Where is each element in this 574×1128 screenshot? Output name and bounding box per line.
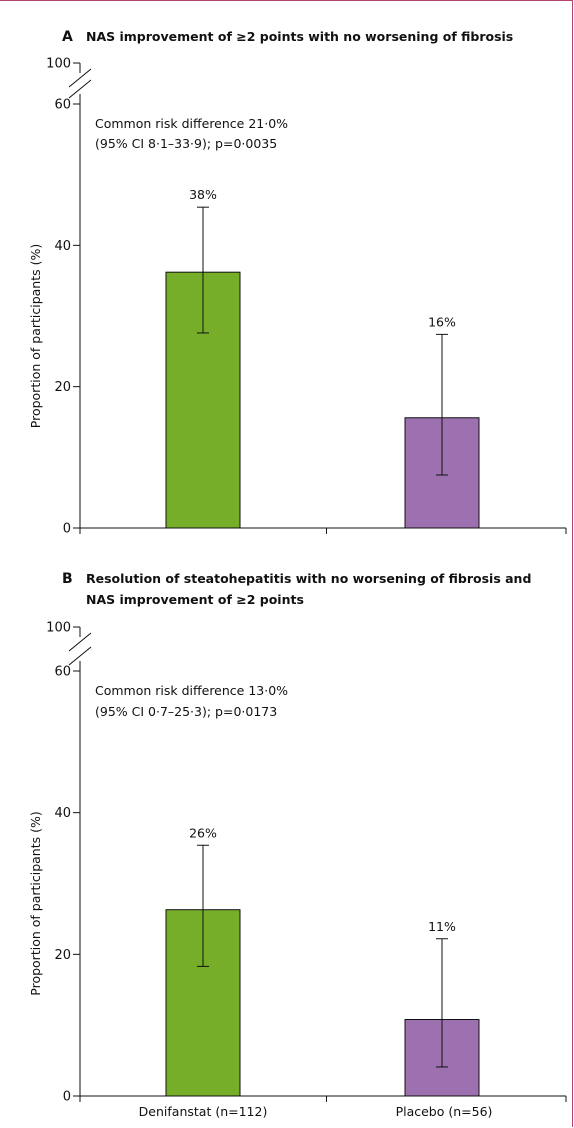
y-tick-label: 60	[54, 98, 71, 113]
axis-break-mark	[68, 79, 92, 99]
y-tick-label: 0	[63, 1090, 71, 1105]
panel-title-line: NAS improvement of ≥2 points	[86, 592, 304, 607]
y-tick-label: 100	[46, 57, 71, 72]
y-tick-label: 100	[46, 621, 71, 636]
y-tick-label: 0	[63, 522, 71, 537]
y-axis-label: Proportion of participants (%)	[28, 244, 43, 428]
y-tick-label: 40	[54, 239, 71, 254]
category-label: Denifanstat (n=112)	[139, 1104, 268, 1119]
panel-title-line: Resolution of steatohepatitis with no wo…	[86, 571, 531, 586]
y-tick-label: 40	[54, 806, 71, 821]
axis-break-mark	[68, 68, 92, 88]
axis-break-mark	[68, 646, 92, 666]
panel-letter: A	[62, 29, 73, 45]
panel-letter: B	[62, 571, 73, 587]
data-label: 11%	[428, 919, 456, 934]
axis-break-mark	[68, 632, 92, 652]
risk-difference-annotation: Common risk difference 21·0%	[95, 116, 288, 131]
risk-difference-annotation: Common risk difference 13·0%	[95, 683, 288, 698]
y-tick-label: 20	[54, 948, 71, 963]
panel-title-line: NAS improvement of ≥2 points with no wor…	[86, 29, 513, 44]
y-tick-label: 60	[54, 665, 71, 680]
data-label: 38%	[189, 187, 217, 202]
y-tick-label: 20	[54, 380, 71, 395]
risk-difference-annotation: (95% CI 8·1–33·9); p=0·0035	[95, 136, 277, 151]
data-label: 26%	[189, 825, 217, 840]
risk-difference-annotation: (95% CI 0·7–25·3); p=0·0173	[95, 704, 277, 719]
category-label: Placebo (n=56)	[396, 1104, 493, 1119]
y-axis-label: Proportion of participants (%)	[28, 811, 43, 995]
data-label: 16%	[428, 314, 456, 329]
